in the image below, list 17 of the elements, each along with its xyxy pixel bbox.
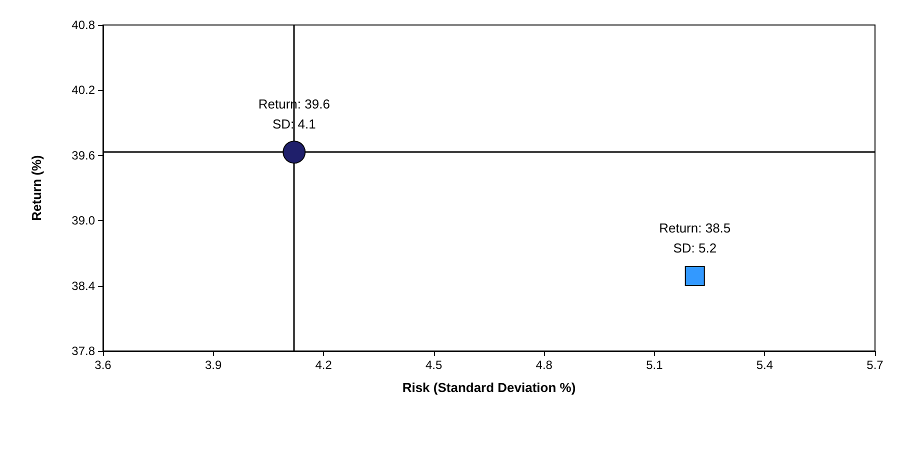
x-axis-title: Risk (Standard Deviation %) xyxy=(402,380,576,395)
x-tick-label: 3.9 xyxy=(204,358,222,372)
y-tick-label: 40.2 xyxy=(72,83,96,98)
y-tick-label: 37.8 xyxy=(72,344,96,358)
x-tick-label: 4.5 xyxy=(426,358,443,372)
y-tick-label: 39.0 xyxy=(72,214,96,228)
x-tick-label: 5.4 xyxy=(756,358,774,372)
x-tick-label: 4.8 xyxy=(536,358,553,372)
x-tick-label: 3.6 xyxy=(94,358,112,372)
x-tick-label: 5.7 xyxy=(866,358,884,372)
y-tick-label: 40.8 xyxy=(72,18,96,32)
x-tick-label: 4.2 xyxy=(315,358,332,372)
y-tick-label: 39.6 xyxy=(72,148,96,162)
annotation: Return: 38.5 SD: 5.2 xyxy=(659,220,731,256)
y-tick-label: 38.4 xyxy=(72,278,96,293)
x-tick-label: 5.1 xyxy=(646,358,664,372)
y-axis-title: Return (%) xyxy=(29,155,44,221)
